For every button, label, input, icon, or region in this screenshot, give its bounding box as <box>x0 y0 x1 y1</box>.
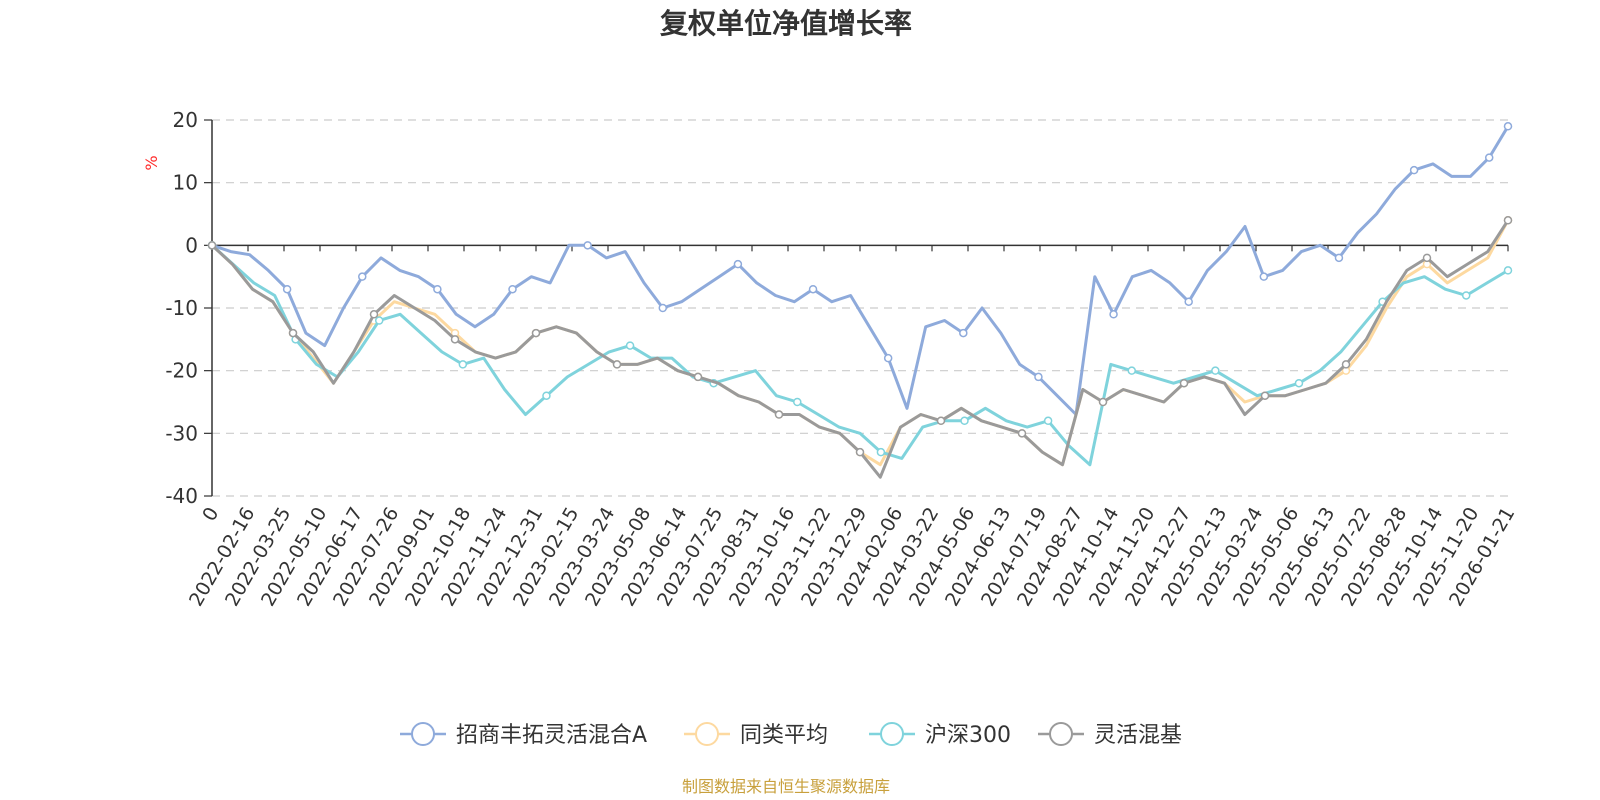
data-point <box>531 328 541 338</box>
data-point <box>1461 291 1471 300</box>
y-tick-label: -20 <box>165 359 198 383</box>
data-point <box>1259 272 1269 281</box>
data-point <box>733 259 743 269</box>
data-point <box>1043 416 1053 426</box>
data-point <box>508 284 517 294</box>
data-point <box>1409 165 1419 175</box>
series-line-2 <box>210 244 1509 467</box>
data-point <box>1211 366 1220 375</box>
legend-marker-icon <box>695 722 719 746</box>
grid-lines <box>212 119 1508 497</box>
legend-label: 灵活混基 <box>1094 723 1182 748</box>
legend-item-2[interactable]: 沪深300 <box>869 722 1011 748</box>
data-point <box>855 447 865 457</box>
legend-marker-icon <box>1049 722 1073 746</box>
legend-marker-icon <box>880 722 904 746</box>
data-point <box>625 341 635 350</box>
data-point <box>1109 310 1118 319</box>
data-point <box>1503 266 1513 275</box>
legend-item-3[interactable]: 灵活混基 <box>1038 722 1182 748</box>
data-point <box>1260 391 1270 400</box>
data-point <box>1127 366 1136 375</box>
data-point <box>542 391 551 400</box>
data-point <box>458 360 468 369</box>
data-point <box>1184 297 1193 306</box>
data-point <box>1017 429 1027 438</box>
data-point <box>1422 253 1432 263</box>
legend-item-0[interactable]: 招商丰拓灵活混合A <box>400 722 647 748</box>
data-point <box>808 284 818 294</box>
data-point <box>1098 397 1108 407</box>
data-point <box>1034 372 1043 382</box>
data-point <box>960 416 969 426</box>
series-line-1 <box>210 219 1510 467</box>
data-point <box>1334 253 1344 263</box>
data-point <box>1503 216 1513 225</box>
data-point <box>374 316 384 325</box>
data-point <box>1179 378 1189 388</box>
data-point <box>1294 378 1304 388</box>
data-point <box>612 360 622 369</box>
legend-marker-icon <box>411 722 435 746</box>
legend[interactable]: 招商丰拓灵活混合A 同类平均 沪深300 灵活混基 <box>400 722 1182 748</box>
data-point <box>1484 153 1494 162</box>
chart-title: 复权单位净值增长率 <box>660 7 912 40</box>
data-point <box>793 397 802 407</box>
data-point <box>883 353 893 363</box>
data-point <box>658 303 668 313</box>
data-point <box>450 335 460 344</box>
x-tick-label: 0 <box>198 504 223 525</box>
legend-label: 招商丰拓灵活混合A <box>456 723 647 748</box>
data-point <box>583 241 592 250</box>
data-point <box>207 241 217 250</box>
source-note: 制图数据来自恒生聚源数据库 <box>682 777 890 796</box>
legend-label: 同类平均 <box>740 723 828 748</box>
data-point <box>774 410 784 419</box>
data-point <box>1503 122 1513 131</box>
data-point <box>693 372 703 382</box>
data-point <box>936 416 946 426</box>
data-point <box>876 447 886 457</box>
data-point <box>358 272 367 281</box>
series-line-3 <box>210 219 1510 479</box>
legend-item-1[interactable]: 同类平均 <box>684 722 828 748</box>
legend-label: 沪深300 <box>925 723 1011 748</box>
data-point <box>282 284 292 294</box>
data-point <box>433 284 442 294</box>
y-tick-label: -10 <box>165 296 198 320</box>
y-tick-label: 10 <box>173 171 198 195</box>
series-line-0 <box>211 125 1510 416</box>
data-point <box>959 328 968 338</box>
y-tick-label: 0 <box>185 233 198 257</box>
data-point <box>288 328 298 338</box>
y-tick-label: -40 <box>165 484 198 508</box>
y-axis-unit: % <box>142 155 161 170</box>
y-axis-ticks: 20 10 0 -10 -20 -30 -40 <box>165 108 212 508</box>
y-tick-label: -30 <box>165 421 198 445</box>
data-point <box>369 310 379 319</box>
data-point <box>1341 360 1351 369</box>
y-tick-label: 20 <box>173 108 198 132</box>
series-lines <box>207 122 1513 479</box>
